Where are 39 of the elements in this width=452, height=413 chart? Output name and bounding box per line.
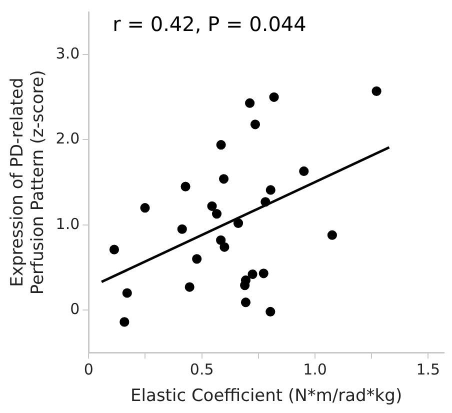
x-tick-label: 1.5 [416, 360, 440, 378]
point [109, 244, 120, 254]
point [258, 268, 268, 278]
point [120, 317, 130, 327]
y-axis-title: Expression of PD-related Perfusion Pattern (z-score) [8, 70, 48, 295]
point [327, 230, 337, 240]
x-axis-title: Elastic Coefficient (N*m/rad*kg) [130, 386, 402, 406]
point [184, 282, 194, 292]
point [220, 242, 230, 252]
point [250, 120, 260, 130]
point [207, 201, 217, 211]
point [177, 224, 187, 234]
point [372, 86, 382, 96]
point [212, 209, 222, 219]
point [216, 235, 226, 245]
point [266, 306, 276, 317]
point [216, 140, 226, 150]
point [240, 280, 250, 290]
y-tick-label: 1.0 [56, 214, 80, 233]
point [140, 203, 150, 213]
point [218, 174, 229, 184]
y-tick-label: 0 [70, 300, 80, 318]
x-tick-label: 0 [84, 360, 94, 378]
point [240, 298, 251, 308]
point [245, 98, 255, 108]
x-tick-label: 1.0 [303, 360, 327, 378]
y-tick-label: 2.0 [56, 130, 80, 148]
point [269, 92, 279, 102]
point [266, 185, 276, 195]
point [299, 166, 309, 176]
x-tick-label: 0.5 [190, 360, 214, 378]
point [180, 182, 190, 192]
y-tick-label: 3.0 [56, 44, 80, 62]
point [192, 254, 202, 264]
point [260, 197, 270, 207]
point [122, 288, 132, 298]
point [233, 218, 244, 228]
annotation: r = 0.42, P = 0.044 [112, 12, 306, 36]
point [248, 269, 258, 280]
